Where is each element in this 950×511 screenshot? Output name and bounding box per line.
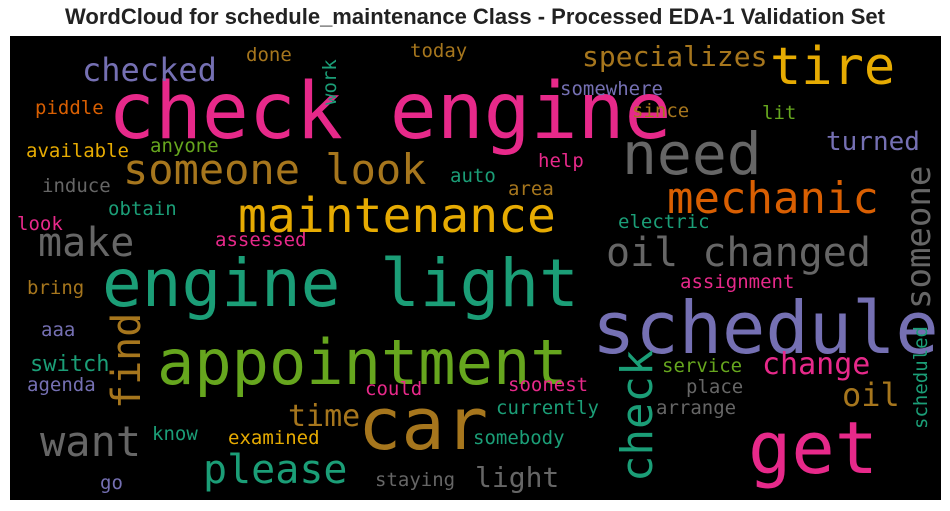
word-scheduled: scheduled xyxy=(910,326,932,429)
word-look: look xyxy=(17,213,63,235)
word-service: service xyxy=(662,355,742,377)
word-please: please xyxy=(203,447,348,493)
word-find: find xyxy=(104,313,150,409)
word-change: change xyxy=(762,347,870,382)
word-staying: staying xyxy=(375,469,455,491)
word-oil-changed: oil changed xyxy=(606,230,871,276)
word-assignment: assignment xyxy=(680,271,794,293)
word-assessed: assessed xyxy=(215,229,307,251)
word-today: today xyxy=(410,40,467,62)
word-maintenance: maintenance xyxy=(238,188,556,244)
word-arrange: arrange xyxy=(656,397,736,419)
word-since: since xyxy=(632,100,689,122)
word-know: know xyxy=(152,423,198,445)
word-electric: electric xyxy=(618,211,710,233)
word-anyone: anyone xyxy=(150,135,219,157)
word-somewhere: somewhere xyxy=(560,78,663,100)
word-car: car xyxy=(358,382,488,466)
word-check-engine: check engine xyxy=(108,67,672,157)
word-mechanic: mechanic xyxy=(667,173,879,224)
word-light: light xyxy=(475,461,559,494)
word-specializes: specializes xyxy=(582,40,767,73)
word-lit: lit xyxy=(762,102,796,124)
word-engine-light: engine light xyxy=(102,245,579,322)
word-auto: auto xyxy=(450,165,496,187)
word-place: place xyxy=(686,376,743,398)
word-available: available xyxy=(26,140,129,162)
word-examined: examined xyxy=(228,427,320,449)
word-bring: bring xyxy=(27,277,84,299)
word-someone: someone xyxy=(899,166,939,309)
word-could: could xyxy=(365,378,422,400)
word-want: want xyxy=(40,417,141,466)
word-check: check xyxy=(612,350,663,482)
word-aaa: aaa xyxy=(41,319,75,341)
word-turned: turned xyxy=(826,127,920,157)
word-get: get xyxy=(748,406,878,490)
word-tire: tire xyxy=(770,37,895,97)
word-agenda: agenda xyxy=(27,374,96,396)
word-appointment: appointment xyxy=(157,326,568,399)
chart-title: WordCloud for schedule_maintenance Class… xyxy=(65,4,885,29)
word-someone-look: someone look xyxy=(123,145,426,194)
word-oil: oil xyxy=(842,376,900,414)
word-area: area xyxy=(508,178,554,200)
word-go: go xyxy=(100,472,123,494)
word-work: work xyxy=(319,59,341,105)
word-time: time xyxy=(288,399,360,434)
word-schedule: schedule xyxy=(592,286,939,370)
word-checked: checked xyxy=(82,51,217,89)
word-somebody: somebody xyxy=(473,427,565,449)
word-done: done xyxy=(246,44,292,66)
word-need: need xyxy=(622,120,762,188)
word-switch: switch xyxy=(30,352,109,377)
word-currently: currently xyxy=(496,397,599,419)
word-induce: induce xyxy=(42,175,111,197)
word-make: make xyxy=(38,220,134,266)
word-obtain: obtain xyxy=(108,198,177,220)
word-piddle: piddle xyxy=(35,97,104,119)
wordcloud-background xyxy=(10,36,941,500)
word-help: help xyxy=(538,150,584,172)
word-soonest: soonest xyxy=(508,374,588,396)
